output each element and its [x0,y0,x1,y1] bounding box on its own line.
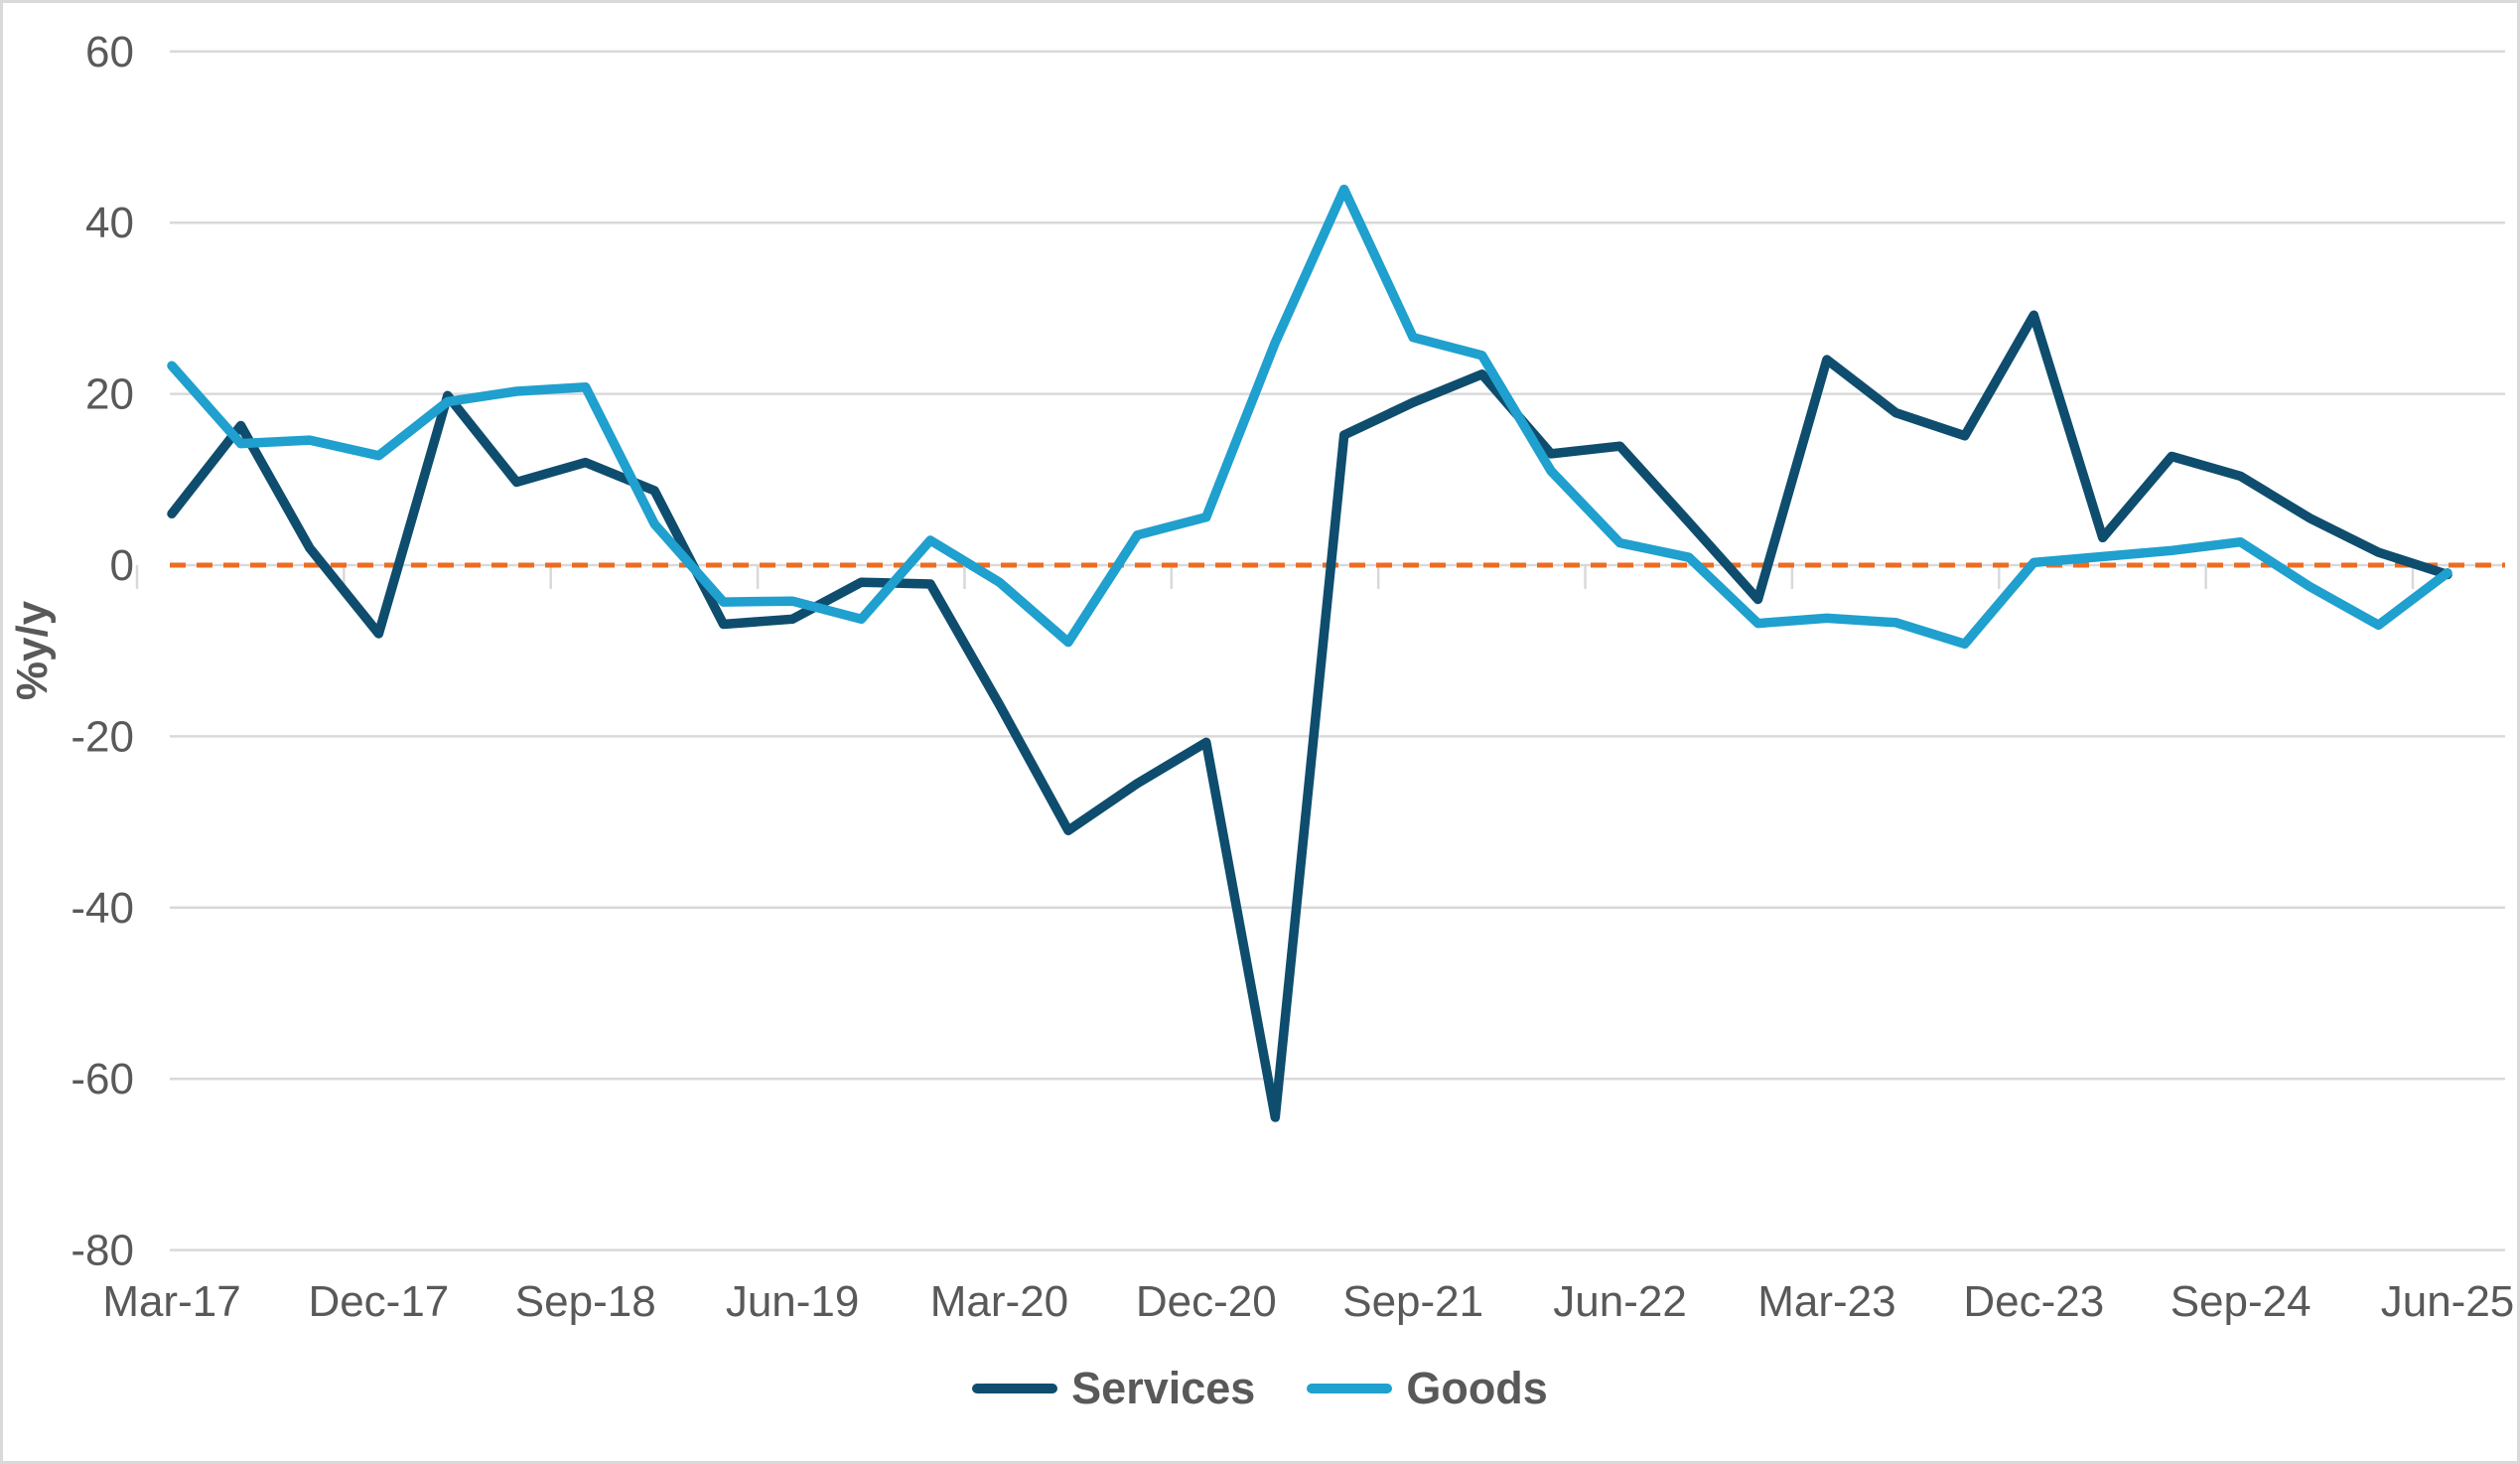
y-tick-label: -20 [70,712,134,761]
goods-legend-label: Goods [1406,1363,1548,1413]
gridlines [170,50,2505,1251]
line-chart: 60 40 20 0 -20 -40 -60 -80 Mar-17 Dec-17 Sep-18 Ju… [8,28,2514,1326]
x-tick-label: Mar-23 [1757,1277,1895,1326]
goods-line [167,184,2452,650]
y-tick-label: -40 [70,884,134,933]
x-tick-label: Dec-17 [308,1277,449,1326]
services-line [167,310,2452,1122]
x-tick-label: Jun-19 [726,1277,860,1326]
y-tick-label: 40 [85,199,134,247]
x-tick-label: Jun-25 [2381,1277,2515,1326]
services-legend-label: Services [1071,1363,1256,1413]
y-tick-label: -80 [70,1227,134,1275]
x-tick-label: Sep-24 [2170,1277,2311,1326]
y-tick-label: 0 [110,541,134,590]
legend-item-services: Services [972,1366,1255,1410]
goods-legend-line [1307,1383,1393,1393]
y-axis-tick-labels: 60 40 20 0 -20 -40 -60 -80 [70,28,134,1275]
legend: Services Goods [3,1366,2517,1410]
x-tick-label: Sep-21 [1342,1277,1483,1326]
y-tick-label: 60 [85,28,134,76]
x-tick-label: Mar-20 [930,1277,1068,1326]
y-tick-label: 20 [85,370,134,419]
services-legend-line [972,1383,1058,1393]
x-tick-label: Mar-17 [102,1277,240,1326]
x-tick-label: Dec-23 [1963,1277,2104,1326]
y-tick-label: -60 [70,1055,134,1103]
x-tick-label: Sep-18 [515,1277,656,1326]
x-axis-ticks [135,565,2415,589]
series-lines [167,184,2452,1122]
x-axis-tick-labels: Mar-17 Dec-17 Sep-18 Jun-19 Mar-20 Dec-20 Sep-… [102,1277,2514,1326]
x-tick-label: Jun-22 [1553,1277,1687,1326]
legend-item-goods: Goods [1307,1366,1548,1410]
x-tick-label: Dec-20 [1136,1277,1277,1326]
y-axis-title: %y/y [8,600,57,700]
